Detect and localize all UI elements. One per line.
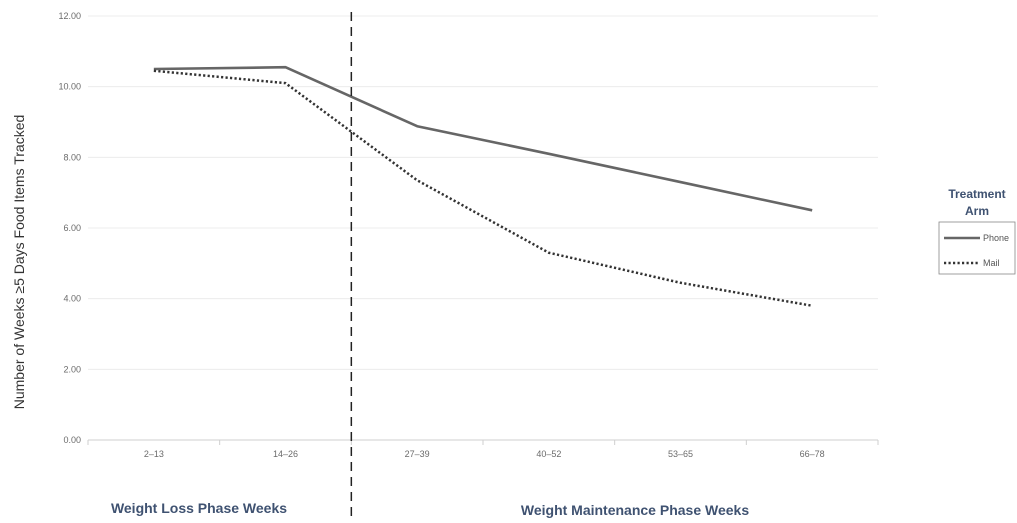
series-line-mail — [153, 69, 813, 307]
x-tick-label-3: 40–52 — [536, 449, 561, 459]
phase-label-weight-loss: Weight Loss Phase Weeks — [111, 500, 287, 516]
y-tick-label-1: 2.00 — [63, 364, 81, 374]
x-tick-label-4: 53–65 — [668, 449, 693, 459]
y-tick-label-6: 12.00 — [58, 11, 81, 21]
legend-title-line1: Treatment — [948, 187, 1005, 201]
x-tick-label-2: 27–39 — [405, 449, 430, 459]
legend-label-mail: Mail — [983, 258, 1000, 268]
x-axis-ticks: 2–13 14–26 27–39 40–52 53–65 66–78 — [87, 440, 879, 459]
y-tick-label-5: 10.00 — [58, 82, 81, 92]
legend: Treatment Arm Phone Mail — [938, 187, 1016, 275]
y-tick-label-2: 4.00 — [63, 294, 81, 304]
y-axis-label: Number of Weeks ≥5 Days Food Items Track… — [11, 115, 27, 410]
x-tick-label-1: 14–26 — [273, 449, 298, 459]
series-line-phone — [153, 65, 813, 212]
series-lines — [153, 65, 813, 307]
y-tick-label-3: 6.00 — [63, 223, 81, 233]
legend-title-line2: Arm — [965, 204, 989, 218]
legend-items: Phone Mail — [944, 233, 1009, 268]
phase-label-weight-maintenance: Weight Maintenance Phase Weeks — [521, 502, 749, 518]
legend-box — [938, 221, 1016, 275]
x-tick-label-0: 2–13 — [144, 449, 164, 459]
y-axis-ticks: 0.00 2.00 4.00 6.00 8.00 10.00 12.00 — [58, 11, 81, 445]
legend-label-phone: Phone — [983, 233, 1009, 243]
y-tick-label-4: 8.00 — [63, 152, 81, 162]
x-tick-label-5: 66–78 — [800, 449, 825, 459]
y-tick-label-0: 0.00 — [63, 435, 81, 445]
gridlines — [88, 15, 878, 441]
